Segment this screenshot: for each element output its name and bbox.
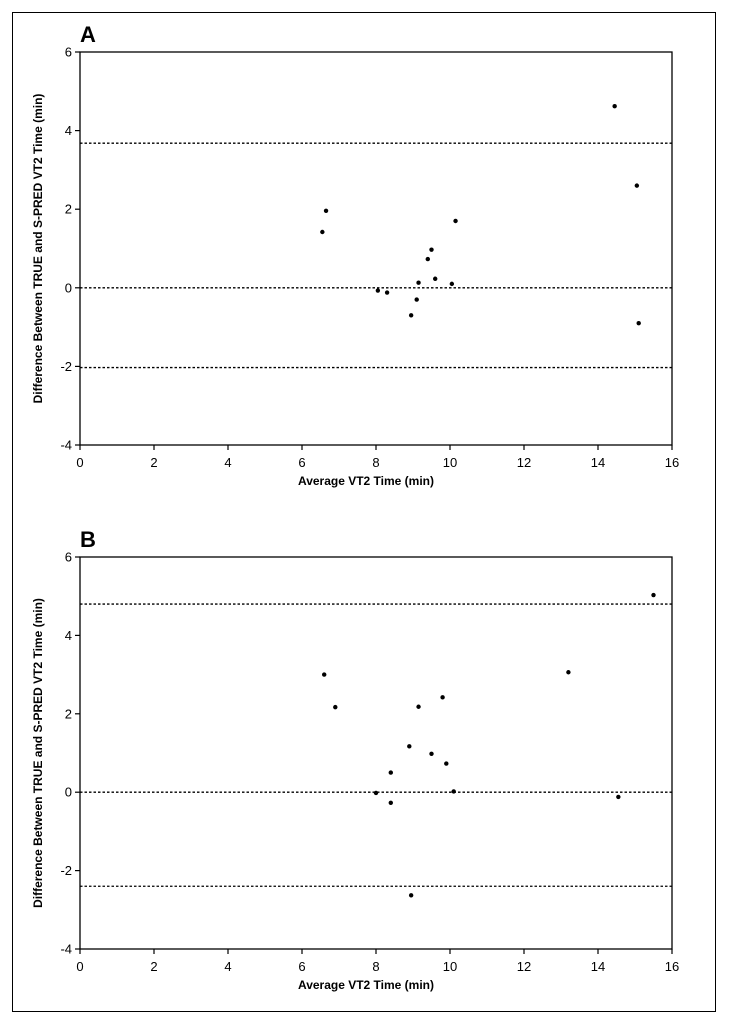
- panel-b-data-point: [408, 893, 414, 898]
- panel-b-x-tick-label: 10: [443, 959, 457, 974]
- panel-a-data-point: [636, 320, 641, 326]
- panel-b-data-point: [416, 704, 421, 709]
- panel-b-y-tick-label: 6: [65, 550, 72, 565]
- panel-a-x-tick-label: 8: [372, 455, 379, 470]
- panel-b-x-tick-label: 14: [591, 959, 605, 974]
- panel-b-y-tick-label: -2: [60, 863, 72, 878]
- panel-a-x-tick-label: 0: [76, 455, 83, 470]
- panel-b-data-point: [444, 761, 449, 766]
- panel-b-x-axis-label: Average VT2 Time (min): [298, 978, 434, 992]
- panel-a-x-tick-label: 10: [443, 455, 457, 470]
- panel-a-data-point: [375, 288, 381, 293]
- panel-a-y-tick-label: 0: [65, 280, 72, 295]
- panel-a-y-tick-label: 2: [65, 202, 72, 217]
- panel-b-data-point: [388, 770, 393, 775]
- panel-b-x-tick-label: 4: [224, 959, 231, 974]
- panel-b-x-tick-label: 12: [517, 959, 531, 974]
- panel-a-x-tick-label: 4: [224, 455, 231, 470]
- panel-b-data-point: [440, 695, 445, 700]
- panel-a-data-point: [425, 256, 430, 262]
- panel-a-label: A: [80, 22, 96, 47]
- panel-a-data-point: [414, 297, 419, 302]
- panel-a-data-point: [433, 276, 438, 281]
- panel-b-x-tick-label: 16: [665, 959, 679, 974]
- panel-a-data-point: [408, 313, 414, 318]
- panel-a-data-point: [612, 104, 617, 109]
- panel-b-data-point: [566, 670, 571, 675]
- panel-b-y-tick-label: 0: [65, 785, 72, 800]
- panel-a-x-tick-label: 2: [150, 455, 157, 470]
- panel-b-y-tick-label: -4: [60, 942, 72, 957]
- panel-a-plot-area: [79, 51, 673, 446]
- panel-a-data-point: [384, 290, 390, 295]
- panel-b-data-point: [407, 744, 412, 749]
- panel-b-data-point: [333, 704, 338, 710]
- panel-b-data-point: [451, 789, 456, 794]
- panel-a-y-tick-label: -2: [60, 359, 72, 374]
- panel-b-y-axis-label: Difference Between TRUE and S-PRED VT2 T…: [31, 598, 45, 908]
- panel-b-data-point: [651, 592, 656, 598]
- panel-b-data-point: [388, 800, 393, 805]
- panel-a-data-point: [634, 183, 640, 188]
- panel-a-y-tick-label: 4: [65, 123, 72, 138]
- panel-b-label: B: [80, 527, 96, 552]
- panel-b-data-point: [616, 794, 621, 800]
- panel-b-x-tick-label: 8: [372, 959, 379, 974]
- panel-b-y-tick-label: 4: [65, 628, 72, 643]
- panel-a-data-point: [429, 247, 434, 252]
- panel-a-data-point: [449, 281, 455, 287]
- panel-a-y-tick-label: -4: [60, 438, 72, 453]
- panel-a-x-tick-label: 12: [517, 455, 531, 470]
- panel-b-x-tick-label: 2: [150, 959, 157, 974]
- panel-b-x-tick-label: 0: [76, 959, 83, 974]
- panel-a-data-point: [416, 280, 421, 285]
- panel-a-x-tick-label: 16: [665, 455, 679, 470]
- panel-b-y-tick-label: 2: [65, 706, 72, 721]
- panel-a-y-tick-label: 6: [65, 45, 72, 60]
- panel-a-y-axis-label: Difference Between TRUE and S-PRED VT2 T…: [31, 94, 45, 404]
- panel-b-data-point: [322, 672, 327, 677]
- panel-a-data-point: [320, 229, 325, 235]
- panel-a-data-point: [323, 208, 329, 213]
- panel-b-plot-area: [79, 556, 673, 950]
- panel-a-x-tick-label: 6: [298, 455, 305, 470]
- panel-a-x-axis-label: Average VT2 Time (min): [298, 474, 434, 488]
- panel-a-data-point: [453, 218, 458, 224]
- panel-b-data-point: [429, 751, 434, 756]
- figure-frame: [12, 12, 716, 1012]
- panel-b-x-tick-label: 6: [298, 959, 305, 974]
- panel-a-x-tick-label: 14: [591, 455, 605, 470]
- panel-b-data-point: [373, 790, 379, 796]
